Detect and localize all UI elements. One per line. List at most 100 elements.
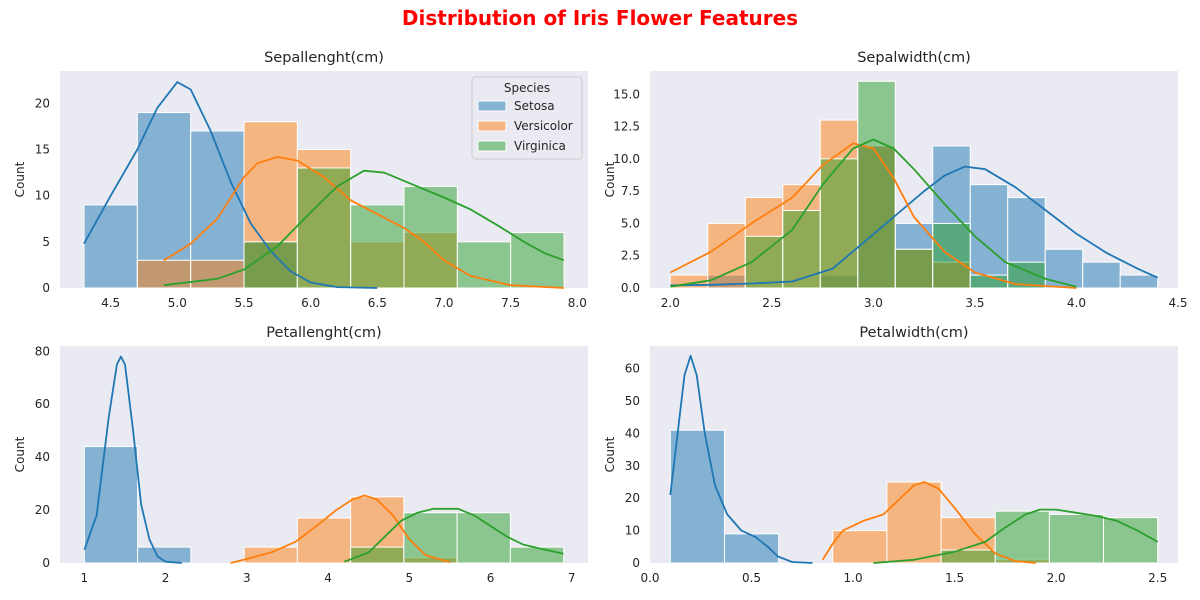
x-tick-label: 7.0 [434,296,453,310]
y-tick-label: 60 [625,362,640,376]
bar-virginica [296,167,352,289]
bar-setosa [83,446,139,564]
bar-versicolor [190,259,245,289]
bar-virginica [509,546,565,564]
x-tick-label: 2.0 [1047,571,1066,585]
y-tick-label: 20 [625,491,640,505]
bar-virginica [857,80,896,289]
subplot-title: Sepallenght(cm) [264,50,384,66]
y-tick-label: 5.0 [621,216,640,230]
x-tick-label: 3.0 [864,296,883,310]
y-tick-label: 12.5 [613,120,640,134]
legend-label-setosa: Setosa [514,99,555,113]
bar-setosa [1082,261,1121,289]
y-axis-label: Count [13,436,27,472]
x-tick-label: 5.5 [234,296,253,310]
x-tick-label: 6.0 [301,296,320,310]
y-axis-label: Count [603,436,617,472]
y-tick-label: 15 [35,142,50,156]
legend-label-versicolor: Versicolor [514,119,573,133]
kde-line-setosa [83,81,378,289]
figure-title: Distribution of Iris Flower Features [401,6,799,30]
x-tick-label: 8.0 [568,296,587,310]
bar-virginica [782,210,821,289]
bar-virginica [456,512,511,564]
subplot-2: Sepalwidth(cm) Count 2.0 2.5 3.0 3.5 4.0 4.5 0.0… [603,50,1188,310]
x-tick-label: 3.5 [965,296,984,310]
bar-setosa [137,546,192,564]
x-tick-label: 4.5 [1168,296,1187,310]
x-tick-label: 0.0 [640,571,659,585]
kde-line-setosa [670,165,1159,287]
y-axis-label: Count [603,161,617,197]
bar-virginica [819,158,859,289]
x-tick-label: 5 [405,571,413,585]
x-tick-label: 1.0 [844,571,863,585]
kde-line-versicolor [163,155,565,289]
bar-virginica [1048,513,1105,564]
y-tick-label: 10.0 [613,152,640,166]
x-tick-label: 2.0 [661,296,680,310]
y-tick-label: 5 [42,235,50,249]
x-tick-label: 4.0 [1067,296,1086,310]
kde-line-setosa [669,354,813,564]
x-tick-label: 2.5 [762,296,781,310]
subplot-4: Petalwidth(cm) Count 0.0 0.5 1.0 1.5 2.0 2.5 0 10… [603,325,1178,585]
y-tick-label: 40 [35,450,50,464]
bar-setosa [1044,248,1084,289]
y-tick-label: 20 [35,96,50,110]
y-tick-label: 40 [625,426,640,440]
x-tick-label: 4.5 [101,296,120,310]
y-tick-label: 0.0 [621,281,640,295]
y-tick-label: 10 [35,189,50,203]
bar-setosa [1119,274,1159,289]
subplot-title: Sepalwidth(cm) [857,50,971,66]
y-axis-label: Count [13,161,27,197]
bar-versicolor [296,517,352,564]
x-tick-label: 6.5 [368,296,387,310]
bar-versicolor [707,222,746,289]
x-tick-label: 1 [81,571,89,585]
y-tick-label: 50 [625,394,640,408]
bar-versicolor [832,530,888,564]
y-tick-label: 60 [35,397,50,411]
subplot-title: Petallenght(cm) [266,325,381,341]
bar-setosa [83,204,138,289]
kde-line-virginica [670,138,1077,288]
x-tick-label: 2 [162,571,170,585]
subplot-3: Petallenght(cm) Count 1 2 3 4 5 6 7 0 20 40 60 80 [13,325,588,585]
kde-line-setosa [83,355,182,564]
kde-line-virginica [873,508,1159,564]
x-tick-label: 5.0 [168,296,187,310]
bar-virginica [994,510,1050,564]
legend-swatch-virginica [477,140,507,152]
legend-label-virginica: Virginica [514,139,566,153]
y-tick-label: 0 [42,281,50,295]
bar-virginica [510,232,565,289]
bar-virginica [350,546,405,564]
bar-virginica [932,222,971,289]
bar-virginica [1103,517,1159,564]
x-tick-label: 6 [487,571,495,585]
bar-versicolor [243,546,298,564]
bar-virginica [350,204,405,289]
legend-box [471,76,583,160]
y-tick-label: 0 [42,556,50,570]
y-tick-label: 10 [625,524,640,538]
bar-versicolor [886,481,942,564]
x-tick-label: 4 [324,571,332,585]
kde-line-versicolor [669,142,1077,289]
bar-setosa [669,429,725,564]
x-tick-label: 0.5 [742,571,761,585]
kde-line-virginica [343,507,564,563]
kde-line-virginica [163,169,565,287]
y-tick-label: 0 [632,556,640,570]
y-tick-label: 80 [35,344,50,358]
x-tick-label: 1.5 [945,571,964,585]
y-tick-label: 7.5 [621,184,640,198]
bar-virginica [403,512,458,564]
legend-title: Species [504,81,550,95]
x-tick-label: 3 [243,571,251,585]
y-tick-label: 15.0 [613,87,640,101]
